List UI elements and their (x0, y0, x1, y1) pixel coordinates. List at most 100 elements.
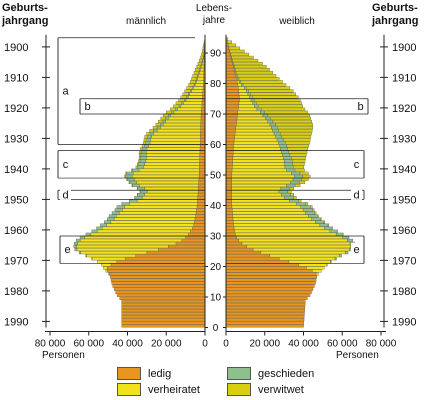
female-bar-age-73-geschieden (252, 101, 257, 105)
female-bar-age-8-ledig (225, 299, 306, 303)
male-bar-age-30-geschieden (85, 232, 92, 236)
persons-label-left: Personen (42, 350, 85, 360)
male-bar-age-71-geschieden (175, 107, 178, 111)
male-bar-age-57-verwitwet (138, 150, 142, 154)
female-bar-age-71-verwitwet (260, 107, 306, 111)
female-bar-age-33-verheiratet (233, 223, 321, 227)
birthyear-label-right-1950: 1950 (392, 194, 416, 206)
female-bar-age-61-ledig (225, 138, 235, 142)
male-bar-age-75-verheiratet (187, 95, 203, 99)
male-bar-age-68-ledig (200, 116, 206, 120)
male-bar-age-23-geschieden (85, 254, 87, 258)
male-bar-age-47-ledig (198, 180, 206, 185)
female-bar-age-81-ledig (225, 77, 237, 81)
female-bar-age-43-verheiratet (231, 193, 282, 197)
male-bar-age-70-geschieden (171, 110, 175, 114)
birthyear-label-right-1960: 1960 (392, 225, 416, 237)
male-bar-age-44-geschieden (140, 190, 148, 194)
female-bar-age-63-geschieden (273, 132, 281, 136)
female-bar-age-86-verwitwet (233, 61, 263, 66)
male-bar-age-38-verheiratet (122, 208, 197, 212)
male-bar-age-63-verwitwet (146, 132, 151, 136)
female-bar-age-77-ledig (225, 89, 239, 93)
female-bar-age-59-geschieden (279, 144, 287, 148)
male-bar-age-39-geschieden (116, 205, 125, 209)
female-bar-age-64-geschieden (272, 129, 279, 133)
female-bar-age-62-ledig (225, 135, 235, 139)
male-bar-age-49-verwitwet (124, 174, 126, 178)
female-bar-age-59-ledig (225, 144, 234, 148)
bracket-e-right-label-bg (351, 242, 362, 255)
female-bar-age-37-ledig (225, 211, 233, 215)
female-bar-age-42-ledig (225, 196, 232, 200)
male-bar-age-55-ledig (199, 156, 206, 160)
male-bar-age-28-ledig (181, 238, 206, 242)
female-bar-age-64-ledig (225, 129, 236, 133)
male-bar-age-63-geschieden (149, 132, 154, 136)
male-bar-age-50-geschieden (126, 171, 134, 175)
female-bar-age-44-verheiratet (231, 190, 279, 194)
female-bar-age-32-verheiratet (233, 226, 325, 230)
male-bar-age-63-verheiratet (153, 132, 201, 136)
male-bar-age-51-verwitwet (131, 168, 133, 172)
female-bar-age-44-geschieden (278, 190, 288, 194)
male-bar-age-67-geschieden (162, 119, 166, 124)
female-bar-age-75-verwitwet (252, 95, 299, 99)
male-bar-age-37-ledig (195, 211, 206, 215)
female-bar-age-49-ledig (225, 174, 232, 178)
female-bar-age-20-verheiratet (298, 263, 328, 267)
female-bar-age-39-verwitwet (310, 205, 313, 209)
female-bar-age-50-ledig (225, 171, 233, 175)
male-bar-age-63-ledig (200, 132, 206, 136)
female-bar-age-35-ledig (225, 217, 234, 221)
female-bar-age-78-verheiratet (238, 86, 245, 90)
male-bar-age-21-verheiratet (97, 260, 118, 264)
male-bar-age-36-verheiratet (115, 214, 196, 218)
male-bar-age-47-verheiratet (136, 180, 199, 185)
female-bar-age-69-ledig (225, 113, 238, 117)
female-bar-age-65-geschieden (271, 126, 278, 130)
female-bar-age-32-ledig (225, 226, 235, 230)
female-bar-age-60-verheiratet (233, 141, 279, 145)
male-bar-age-86-verheiratet (201, 61, 205, 66)
female-bar-age-67-ledig (225, 119, 237, 124)
male-bar-age-61-verwitwet (143, 138, 147, 142)
female-bar-age-83-verwitwet (235, 71, 274, 75)
birthyear-label-right-1910: 1910 (392, 72, 416, 84)
male-bar-age-73-verheiratet (183, 101, 203, 105)
female-bar-age-28-ledig (225, 238, 239, 242)
male-bar-age-54-ledig (199, 159, 206, 163)
age-tick-label-90: 90 (210, 49, 222, 60)
female-bar-age-90-verwitwet (229, 49, 245, 53)
birthyear-label-left-1930: 1930 (4, 133, 28, 145)
male-bar-age-37-verheiratet (119, 211, 197, 215)
male-bar-age-52-verwitwet (135, 165, 138, 169)
female-bar-age-68-verwitwet (270, 116, 311, 120)
female-bar-age-39-verheiratet (231, 205, 301, 209)
female-bar-age-39-ledig (225, 205, 233, 209)
female-bar-age-41-verheiratet (231, 199, 290, 203)
x-tick-label-male-3: 20 000 (151, 339, 182, 350)
male-bar-age-50-ledig (199, 171, 206, 175)
female-bar-age-55-ledig (225, 156, 234, 160)
female-bar-age-40-ledig (225, 202, 232, 206)
female-bar-age-44-ledig (225, 190, 232, 194)
male-bar-age-66-verheiratet (163, 122, 201, 127)
female-bar-age-74-geschieden (250, 98, 255, 102)
female-bar-age-46-verwitwet (294, 183, 301, 188)
male-bar-age-48-geschieden (127, 177, 135, 181)
male-bar-age-53-verwitwet (137, 162, 139, 166)
male-bar-age-61-ledig (200, 138, 206, 142)
female-bar-age-38-geschieden (302, 208, 313, 212)
female-bar-age-19-verheiratet (306, 266, 325, 270)
male-bar-age-52-ledig (199, 165, 206, 169)
birthyear-label-right-1930: 1930 (392, 133, 416, 145)
male-bar-age-80-verheiratet (196, 80, 204, 84)
female-bar-age-18-verheiratet (312, 269, 322, 273)
female-bar-age-29-geschieden (342, 235, 350, 239)
male-bar-age-18-verheiratet (105, 269, 108, 273)
population-pyramid-chart: a b b c c d d e e 0 10 20 30 40 50 60 70 80 90 1900 1900 191… (1, 2, 418, 360)
female-bar-age-72-verheiratet (238, 104, 255, 108)
male-bar-age-49-geschieden (125, 174, 133, 178)
male-bar-age-41-geschieden (129, 199, 138, 203)
